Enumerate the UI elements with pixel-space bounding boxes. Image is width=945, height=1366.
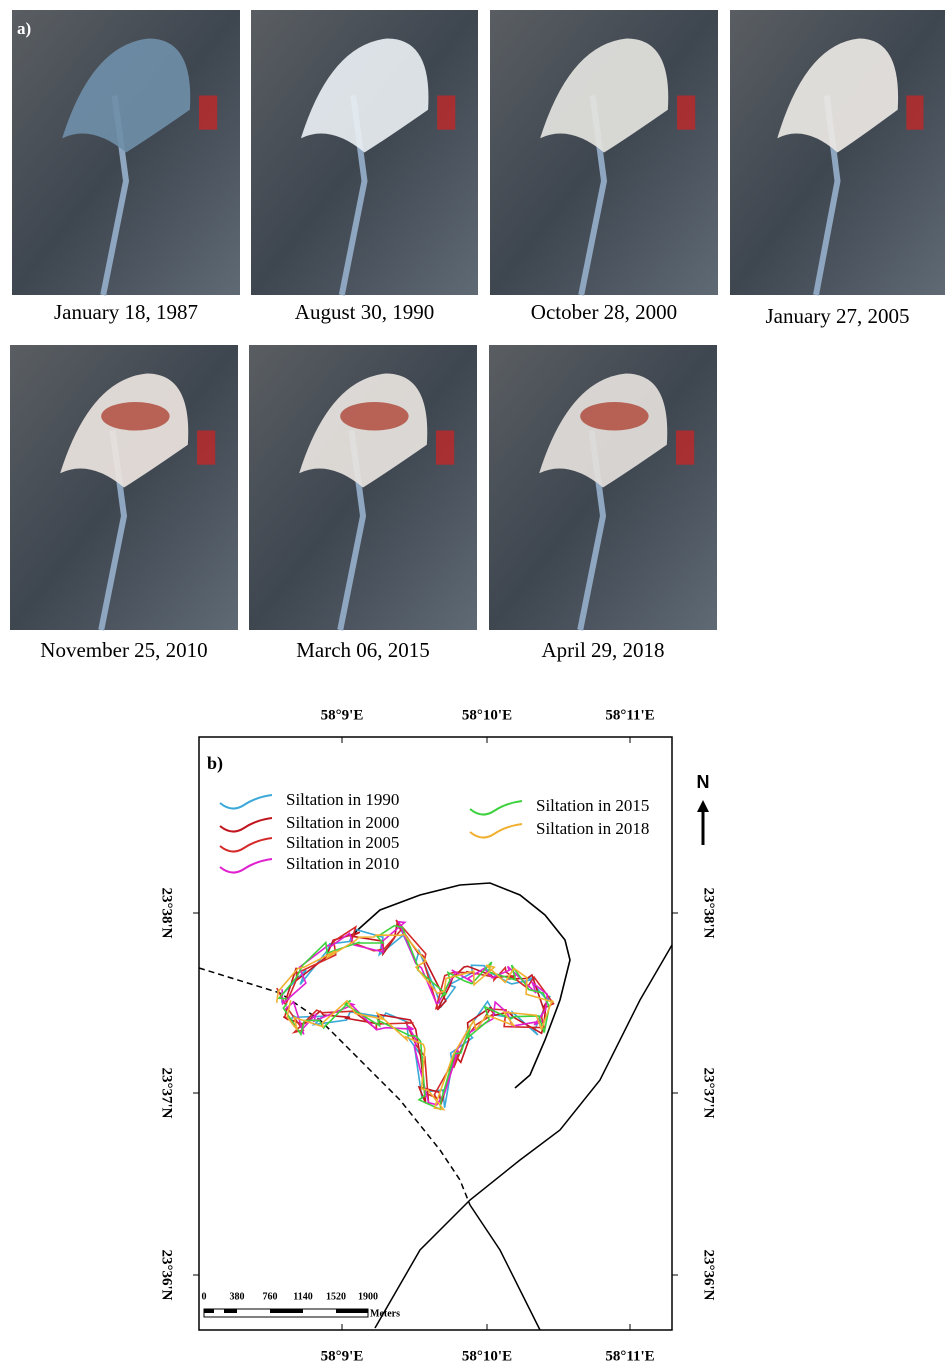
vegetation bbox=[101, 402, 170, 431]
siltation-outline bbox=[282, 920, 547, 1105]
vegetation bbox=[676, 95, 696, 130]
vegetation bbox=[435, 430, 455, 465]
image-caption: April 29, 2018 bbox=[541, 638, 664, 662]
legend-label: Siltation in 2005 bbox=[286, 833, 399, 852]
top-tick-label: 58°10'E bbox=[462, 707, 512, 723]
scale-segment bbox=[204, 1309, 214, 1313]
siltation-outline bbox=[275, 933, 555, 1111]
scale-label: 0 bbox=[202, 1291, 207, 1302]
vegetation bbox=[437, 95, 456, 130]
image-caption: March 06, 2015 bbox=[296, 638, 430, 662]
scale-label: 1140 bbox=[293, 1291, 312, 1302]
panel-label: b) bbox=[207, 753, 223, 774]
image-caption: November 25, 2010 bbox=[40, 638, 207, 662]
legend-swatch bbox=[469, 823, 523, 839]
scale-segment bbox=[336, 1309, 368, 1313]
image-caption: January 27, 2005 bbox=[765, 304, 909, 328]
right-tick-label: 23°37'N bbox=[701, 1068, 717, 1119]
right-tick-label: 23°36'N bbox=[701, 1250, 717, 1301]
road bbox=[469, 1204, 541, 1331]
image-caption: October 28, 2000 bbox=[531, 300, 677, 324]
bottom-tick-label: 58°11'E bbox=[605, 1348, 654, 1364]
reservoir-outline bbox=[351, 882, 571, 1089]
legend-swatch bbox=[219, 858, 273, 874]
left-tick-label: 23°37'N bbox=[159, 1068, 175, 1119]
top-tick-label: 58°11'E bbox=[605, 707, 654, 723]
vegetation bbox=[580, 402, 649, 431]
vegetation bbox=[675, 430, 695, 465]
right-tick-label: 23°38'N bbox=[701, 888, 717, 939]
reservoir bbox=[300, 38, 429, 153]
left-tick-label: 23°36'N bbox=[159, 1250, 175, 1301]
scale-unit: Meters bbox=[370, 1308, 400, 1319]
legend-swatch bbox=[469, 800, 523, 816]
scale-label: 1900 bbox=[358, 1291, 378, 1302]
left-tick-label: 23°38'N bbox=[159, 888, 175, 939]
map-frame bbox=[198, 736, 673, 1331]
vegetation bbox=[906, 95, 924, 130]
legend-label: Siltation in 2010 bbox=[286, 854, 399, 873]
north-arrow-head bbox=[697, 800, 709, 812]
reservoir bbox=[777, 38, 899, 153]
scale-label: 380 bbox=[230, 1291, 245, 1302]
image-caption: January 18, 1987 bbox=[54, 300, 198, 324]
reservoir bbox=[539, 373, 668, 488]
vegetation bbox=[196, 430, 216, 465]
legend-label: Siltation in 2018 bbox=[536, 819, 649, 838]
image-caption: August 30, 1990 bbox=[295, 300, 434, 324]
reservoir bbox=[540, 38, 669, 153]
north-label: N bbox=[697, 772, 710, 792]
legend-swatch bbox=[219, 837, 273, 853]
reservoir bbox=[60, 373, 189, 488]
legend-label: Siltation in 1990 bbox=[286, 790, 399, 809]
reservoir bbox=[299, 373, 428, 488]
scale-segment bbox=[270, 1309, 303, 1313]
legend-label: Siltation in 2015 bbox=[536, 796, 649, 815]
legend-swatch bbox=[219, 794, 273, 810]
top-tick-label: 58°9'E bbox=[321, 707, 364, 723]
legend-swatch bbox=[219, 817, 273, 833]
vegetation bbox=[340, 402, 409, 431]
legend-label: Siltation in 2000 bbox=[286, 813, 399, 832]
bottom-tick-label: 58°10'E bbox=[462, 1348, 512, 1364]
reservoir bbox=[62, 38, 191, 153]
scale-label: 760 bbox=[263, 1291, 278, 1302]
panel-label: a) bbox=[17, 19, 31, 38]
scale-label: 1520 bbox=[326, 1291, 346, 1302]
bottom-tick-label: 58°9'E bbox=[321, 1348, 364, 1364]
road bbox=[374, 944, 673, 1329]
scale-segment bbox=[224, 1309, 237, 1313]
map-panel: N b) 58°9'E 58°9'E 58°10'E 58°10'E 58°11'E 58… bbox=[159, 707, 717, 1364]
vegetation bbox=[198, 95, 218, 130]
